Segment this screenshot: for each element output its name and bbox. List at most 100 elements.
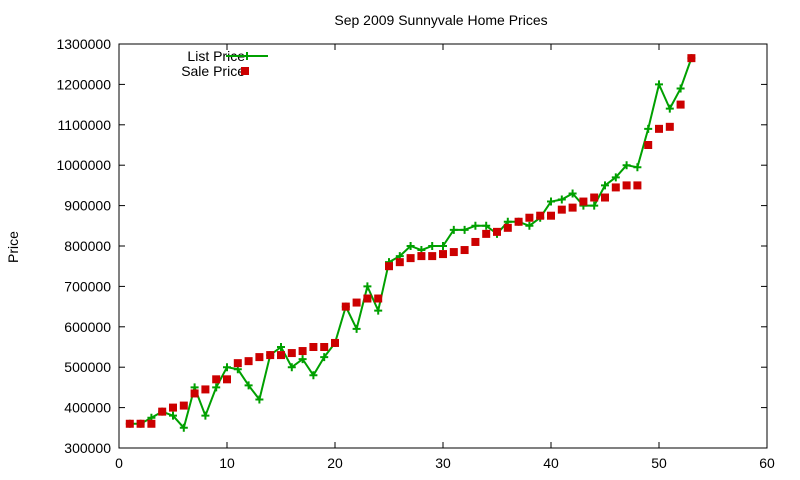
list-price-point bbox=[525, 221, 534, 230]
sale-price-point bbox=[136, 419, 145, 428]
sale-price-point bbox=[471, 237, 480, 246]
list-price-point bbox=[557, 195, 566, 204]
y-tick-label: 900000 bbox=[64, 198, 111, 214]
sale-price-point bbox=[406, 254, 415, 263]
sale-price-point bbox=[676, 100, 685, 109]
sale-price-point bbox=[655, 124, 663, 133]
x-tick-label: 0 bbox=[115, 455, 123, 471]
sale-price-point bbox=[244, 357, 253, 366]
sale-price-point bbox=[687, 54, 696, 63]
list-price-point bbox=[201, 411, 210, 420]
sale-price-point bbox=[460, 246, 469, 255]
sale-price-point bbox=[125, 419, 134, 428]
sale-price-point bbox=[147, 419, 156, 428]
sale-price-point bbox=[395, 258, 404, 267]
y-tick-label: 700000 bbox=[64, 278, 111, 294]
list-price-point bbox=[255, 395, 264, 404]
sale-price-point bbox=[601, 193, 609, 202]
sale-price-point bbox=[158, 407, 167, 416]
sale-price-point bbox=[557, 205, 566, 214]
list-price-point bbox=[611, 173, 620, 182]
chart-title: Sep 2009 Sunnyvale Home Prices bbox=[334, 12, 547, 28]
sale-price-point bbox=[277, 351, 285, 360]
y-tick-label: 1100000 bbox=[58, 117, 112, 133]
x-tick-label: 60 bbox=[759, 455, 775, 471]
x-tick-label: 40 bbox=[543, 455, 559, 471]
sale-price-point bbox=[309, 343, 318, 351]
sale-price-point bbox=[233, 359, 242, 368]
list-price-point bbox=[482, 221, 491, 230]
list-price-point bbox=[590, 201, 599, 210]
list-price-point bbox=[179, 423, 188, 432]
sale-price-point bbox=[212, 375, 221, 384]
list-price-point bbox=[320, 353, 329, 362]
list-price-point bbox=[212, 383, 221, 392]
list-price-point bbox=[309, 371, 318, 380]
y-tick-label: 400000 bbox=[64, 400, 111, 416]
sale-price-point bbox=[385, 262, 393, 271]
x-tick-label: 10 bbox=[219, 455, 235, 471]
list-price-point bbox=[449, 225, 458, 234]
sale-price-point bbox=[255, 353, 264, 362]
series-markers bbox=[125, 54, 696, 432]
legend-list-price-marker bbox=[243, 52, 251, 60]
sale-price-point bbox=[331, 338, 339, 347]
legend-list-price-label: List Price bbox=[187, 48, 245, 64]
y-tick-label: 1000000 bbox=[56, 157, 111, 173]
y-tick-label: 1200000 bbox=[56, 76, 111, 92]
legend: List Price Sale Price bbox=[181, 48, 268, 79]
y-tick-label: 300000 bbox=[64, 440, 111, 456]
sale-price-point bbox=[439, 250, 447, 259]
list-price-point bbox=[601, 181, 609, 190]
sale-price-point bbox=[503, 223, 512, 232]
sale-price-point bbox=[536, 211, 545, 220]
sale-price-point bbox=[525, 213, 534, 222]
sale-price-point bbox=[320, 343, 329, 351]
sale-price-point bbox=[665, 122, 674, 131]
list-price-point bbox=[665, 104, 674, 113]
sale-price-point bbox=[428, 252, 437, 261]
list-price-point bbox=[460, 225, 469, 234]
y-tick-label: 1300000 bbox=[56, 36, 111, 52]
list-price-point bbox=[439, 242, 447, 250]
x-tick-label: 20 bbox=[327, 455, 343, 471]
list-price-point bbox=[568, 189, 577, 198]
y-tick-label: 800000 bbox=[64, 238, 111, 254]
sale-price-point bbox=[223, 375, 231, 384]
list-price-point bbox=[428, 242, 437, 250]
list-price-point bbox=[406, 242, 415, 250]
list-price-point bbox=[223, 363, 231, 372]
list-price-point bbox=[547, 197, 555, 206]
sale-price-point bbox=[352, 298, 361, 307]
sale-price-point bbox=[644, 141, 653, 149]
sale-price-point bbox=[611, 183, 620, 192]
sale-price-point bbox=[287, 349, 296, 358]
list-price-point bbox=[471, 221, 480, 230]
axis-ticks: 0 10 20 30 40 50 60 300000 400000 500000 600000 700… bbox=[56, 36, 775, 471]
y-axis-label: Price bbox=[5, 231, 21, 263]
sale-price-point bbox=[590, 193, 599, 202]
y-tick-label: 600000 bbox=[64, 319, 111, 335]
sale-price-point bbox=[179, 401, 188, 410]
list-price-point bbox=[676, 84, 685, 93]
sale-price-point bbox=[547, 211, 555, 220]
x-tick-label: 50 bbox=[651, 455, 667, 471]
sale-price-point bbox=[266, 351, 275, 360]
list-price-point bbox=[169, 411, 177, 420]
list-price-point bbox=[622, 161, 631, 170]
sale-price-point bbox=[363, 294, 372, 303]
list-price-point bbox=[374, 306, 383, 315]
list-price-point bbox=[633, 163, 642, 172]
sale-price-point bbox=[449, 248, 458, 257]
list-price-point bbox=[363, 282, 372, 291]
sale-price-point bbox=[579, 197, 588, 206]
list-price-point bbox=[352, 324, 361, 333]
list-price-point bbox=[655, 80, 663, 89]
sale-price-point bbox=[417, 252, 426, 261]
x-tick-label: 30 bbox=[435, 455, 451, 471]
sale-price-point bbox=[201, 385, 210, 394]
list-price-point bbox=[644, 124, 653, 133]
list-price-point bbox=[298, 355, 307, 364]
list-price-point bbox=[277, 343, 285, 351]
